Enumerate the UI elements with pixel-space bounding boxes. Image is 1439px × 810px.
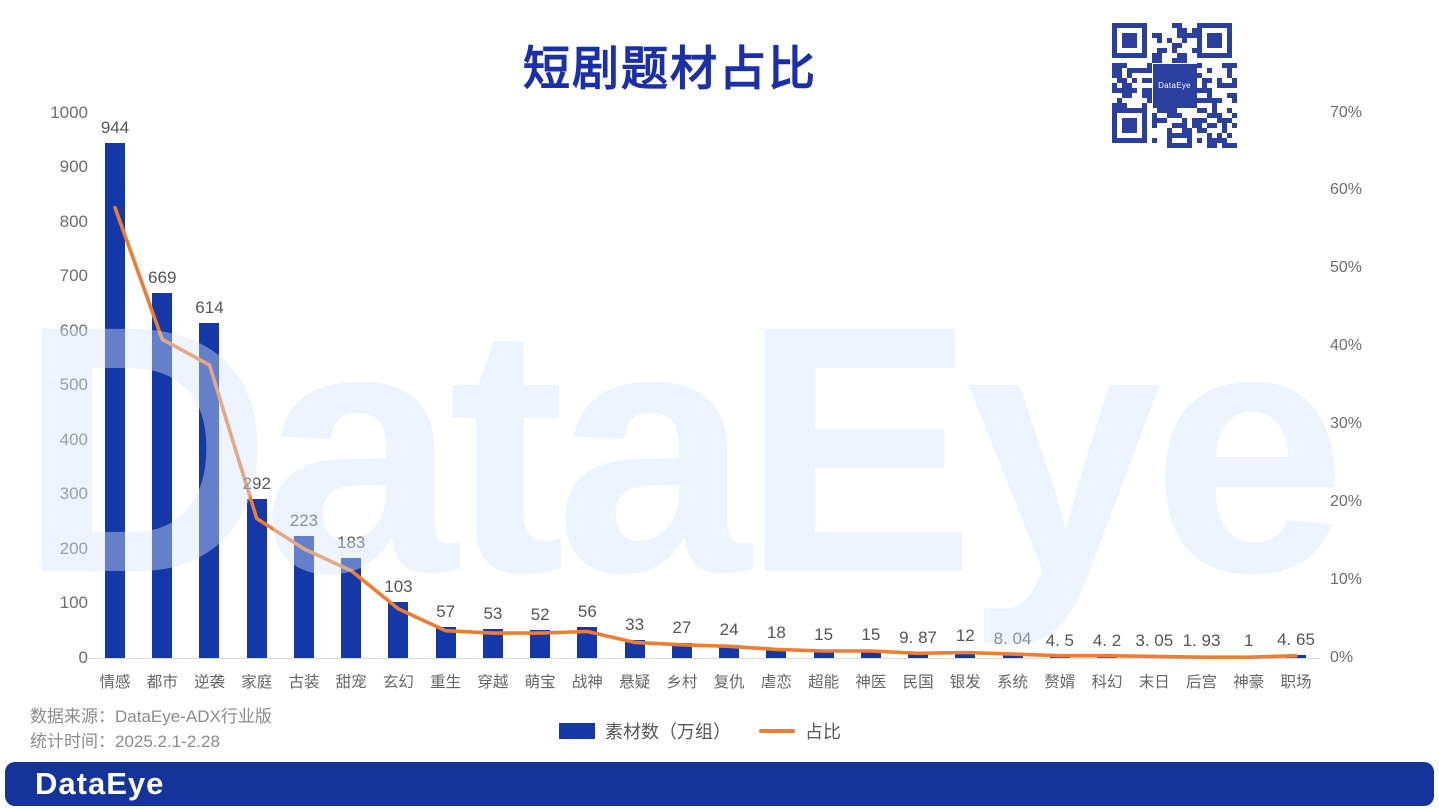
source-line: 数据来源：DataEye-ADX行业版	[30, 707, 272, 726]
category-label: 穿越	[477, 674, 509, 691]
category-label: 复仇	[713, 674, 745, 691]
left-axis-tick: 200	[59, 538, 88, 558]
bar	[293, 536, 314, 658]
right-axis-tick: 10%	[1330, 571, 1363, 589]
bar-value-label: 944	[100, 118, 130, 138]
bar	[1002, 653, 1023, 658]
qr-code: DataEye	[1106, 20, 1243, 151]
dataeye-logo: DataEye	[35, 766, 165, 801]
bar-value-label: 223	[289, 511, 319, 531]
category-label: 神医	[855, 674, 887, 691]
category-label: 重生	[430, 674, 462, 691]
left-axis-tick: 400	[59, 429, 88, 449]
left-axis-tick: 800	[59, 211, 88, 231]
category-label: 逆袭	[193, 674, 225, 691]
bar-value-label: 669	[148, 268, 177, 288]
bar-value-label: 614	[195, 298, 224, 318]
qr-center-logo: DataEye	[1152, 63, 1197, 108]
data-source-note: 数据来源：DataEye-ADX行业版 统计时间：2025.2.1-2.28	[30, 704, 272, 754]
category-label: 后宫	[1186, 674, 1218, 691]
bar	[1191, 656, 1212, 658]
category-label: 民国	[902, 674, 934, 691]
category-label: 战神	[571, 674, 603, 691]
right-axis-tick: 0%	[1330, 649, 1354, 666]
bar	[152, 293, 173, 658]
page-title: 短剧题材占比	[523, 42, 817, 95]
bar	[1097, 655, 1118, 658]
right-axis-tick: 40%	[1330, 337, 1363, 355]
bar	[435, 626, 456, 658]
right-axis-tick: 70%	[1330, 103, 1363, 121]
left-axis-tick: 500	[59, 375, 88, 395]
bar	[388, 601, 409, 658]
category-label: 银发	[949, 674, 981, 691]
category-label: 悬疑	[619, 674, 651, 691]
right-axis-tick: 20%	[1330, 493, 1363, 511]
category-label: 家庭	[241, 674, 273, 691]
bar	[1286, 655, 1306, 658]
bar	[105, 143, 125, 658]
right-axis-tick: 30%	[1330, 415, 1363, 433]
bar	[1238, 656, 1259, 658]
category-label: 末日	[1138, 674, 1170, 691]
bar	[813, 649, 834, 658]
bar	[577, 627, 598, 658]
category-label: 科幻	[1091, 674, 1123, 691]
left-axis-tick: 1000	[50, 102, 88, 122]
bar	[671, 643, 692, 658]
bar	[341, 558, 362, 658]
legend-line-swatch	[759, 729, 795, 733]
category-label: 赘婿	[1044, 674, 1076, 691]
bar-value-label: 183	[337, 533, 366, 553]
left-axis-tick: 300	[59, 484, 88, 504]
legend-bar-label: 素材数（万组）	[605, 722, 731, 742]
category-label: 乡村	[666, 674, 698, 691]
bar	[1049, 655, 1070, 658]
left-axis-tick: 900	[59, 157, 88, 177]
category-label: 玄幻	[382, 674, 414, 691]
category-label: 古装	[288, 674, 320, 691]
category-label: 超能	[808, 674, 840, 691]
bar-value-label: 4. 65	[1277, 630, 1315, 650]
bar	[624, 639, 645, 658]
bar	[246, 498, 267, 658]
right-axis-tick: 60%	[1330, 181, 1363, 199]
period-line: 统计时间：2025.2.1-2.28	[30, 732, 220, 751]
bar	[482, 629, 503, 658]
bar	[1144, 656, 1165, 658]
bar	[530, 629, 551, 658]
bar	[908, 652, 929, 658]
left-axis-tick: 100	[59, 593, 88, 613]
bar-value-label: 103	[384, 576, 413, 596]
bar	[860, 649, 881, 658]
category-label: 甜宠	[335, 674, 367, 691]
left-axis-tick: 600	[59, 320, 88, 340]
bar-value-label: 292	[242, 473, 271, 493]
bar	[955, 651, 976, 658]
legend-bar-swatch	[559, 723, 595, 739]
category-label: 神豪	[1233, 674, 1265, 691]
bar	[766, 648, 787, 658]
right-axis-tick: 50%	[1330, 259, 1363, 277]
left-axis-tick: 700	[59, 266, 88, 286]
legend: 素材数（万组） 占比	[0, 718, 1400, 744]
bar	[199, 323, 220, 658]
category-label: 职场	[1280, 674, 1312, 691]
bottom-banner: DataEye	[5, 762, 1434, 806]
bar	[719, 644, 740, 658]
qr-pattern	[1112, 23, 1237, 148]
category-label: 萌宝	[524, 674, 556, 691]
category-label: 情感	[99, 674, 131, 691]
x-axis-line	[88, 658, 1320, 659]
category-label: 都市	[146, 674, 178, 691]
category-label: 系统	[997, 674, 1029, 691]
left-axis-tick: 0	[78, 648, 88, 667]
legend-line-label: 占比	[805, 722, 841, 742]
category-label: 虐恋	[760, 674, 792, 691]
